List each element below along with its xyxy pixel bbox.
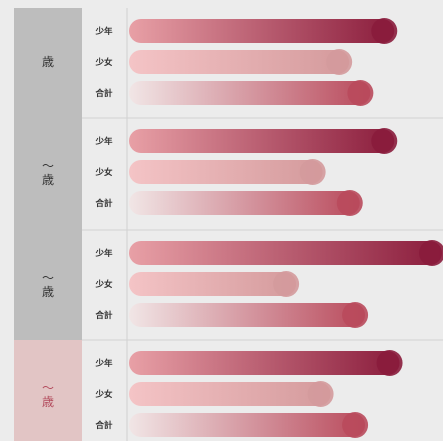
group-label: 〜 (42, 271, 54, 285)
bar (129, 50, 350, 74)
row-label: 合計 (94, 420, 113, 431)
row-label: 合計 (94, 198, 113, 209)
group-label: 歳 (42, 395, 54, 409)
bar (129, 19, 395, 43)
bar-end-cap (342, 302, 369, 328)
group-panel (14, 118, 82, 232)
row-label: 少年 (94, 136, 113, 147)
bar (129, 129, 395, 153)
row-label: 合計 (94, 88, 113, 99)
bar (129, 160, 323, 184)
row-label: 少女 (94, 167, 113, 178)
bar (129, 241, 442, 265)
group-panel (14, 8, 82, 122)
bar-end-cap (273, 271, 300, 297)
row-label: 少年 (94, 248, 113, 259)
row-label: 少年 (94, 358, 113, 369)
bar-end-cap (342, 412, 369, 438)
bar-end-cap (371, 18, 398, 44)
row-label: 少女 (94, 57, 113, 68)
bar (129, 382, 331, 406)
row-label: 少女 (94, 389, 113, 400)
bar (129, 303, 366, 327)
bar-end-cap (347, 80, 374, 106)
row-label: 少年 (94, 26, 113, 37)
bar (129, 81, 371, 105)
bar-end-cap (299, 159, 326, 185)
group-label: 〜 (42, 159, 54, 173)
bar-end-cap (307, 381, 334, 407)
bar (129, 191, 360, 215)
bar-end-cap (376, 350, 403, 376)
group-panel (14, 340, 82, 441)
group-label: 歳 (42, 285, 54, 299)
bar-end-cap (371, 128, 398, 154)
group-panel (14, 230, 82, 344)
bar-end-cap (326, 49, 353, 75)
group-label: 歳 (42, 55, 54, 69)
row-label: 合計 (94, 310, 113, 321)
group-label: 〜 (42, 381, 54, 395)
bar (129, 272, 297, 296)
bar (129, 413, 366, 437)
row-label: 少女 (94, 279, 113, 290)
bar-end-cap (419, 240, 443, 266)
bar-end-cap (336, 190, 363, 216)
group-label: 歳 (42, 173, 54, 187)
bar (129, 351, 400, 375)
